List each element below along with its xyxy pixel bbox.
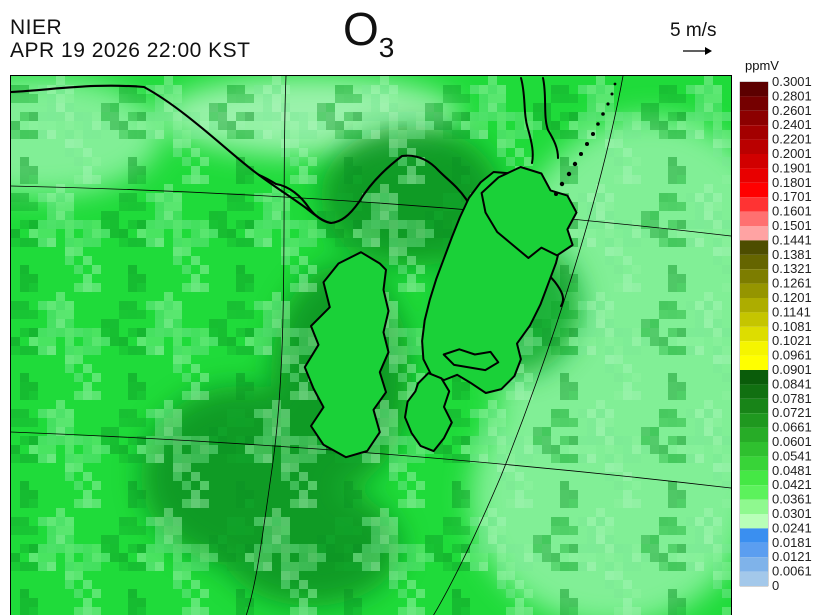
svg-text:0.2601: 0.2601 xyxy=(772,103,812,118)
svg-text:0.1141: 0.1141 xyxy=(772,304,811,319)
svg-text:0.0421: 0.0421 xyxy=(772,477,812,492)
svg-text:0.1081: 0.1081 xyxy=(772,319,812,334)
svg-text:0.3001: 0.3001 xyxy=(772,74,812,89)
svg-text:0.1261: 0.1261 xyxy=(772,276,812,291)
svg-text:0.0121: 0.0121 xyxy=(772,549,812,564)
svg-text:0.0661: 0.0661 xyxy=(772,420,812,435)
svg-text:0.0061: 0.0061 xyxy=(772,564,812,579)
svg-text:0.0901: 0.0901 xyxy=(772,362,812,377)
svg-text:0.0721: 0.0721 xyxy=(772,405,812,420)
svg-text:0: 0 xyxy=(772,578,779,593)
svg-text:0.0961: 0.0961 xyxy=(772,348,812,363)
svg-text:0.0301: 0.0301 xyxy=(772,506,812,521)
svg-text:0.0841: 0.0841 xyxy=(772,376,812,391)
svg-text:0.2801: 0.2801 xyxy=(772,88,812,103)
svg-text:0.1701: 0.1701 xyxy=(772,189,812,204)
svg-text:0.1321: 0.1321 xyxy=(772,261,812,276)
svg-text:0.0601: 0.0601 xyxy=(772,434,812,449)
svg-text:0.0481: 0.0481 xyxy=(772,463,812,478)
svg-text:0.1441: 0.1441 xyxy=(772,232,812,247)
svg-text:0.0541: 0.0541 xyxy=(772,448,812,463)
svg-text:0.1021: 0.1021 xyxy=(772,333,812,348)
svg-text:0.2201: 0.2201 xyxy=(772,132,812,147)
svg-text:0.1201: 0.1201 xyxy=(772,290,812,305)
svg-text:0.0781: 0.0781 xyxy=(772,391,812,406)
svg-text:0.2001: 0.2001 xyxy=(772,146,812,161)
svg-text:0.0181: 0.0181 xyxy=(772,535,812,550)
svg-text:0.2401: 0.2401 xyxy=(772,117,812,132)
svg-text:0.1381: 0.1381 xyxy=(772,247,812,262)
svg-text:0.1601: 0.1601 xyxy=(772,204,812,219)
svg-text:0.1801: 0.1801 xyxy=(772,175,812,190)
svg-text:0.1901: 0.1901 xyxy=(772,160,812,175)
svg-text:0.0361: 0.0361 xyxy=(772,492,812,507)
svg-text:0.1501: 0.1501 xyxy=(772,218,812,233)
svg-text:0.0241: 0.0241 xyxy=(772,520,812,535)
